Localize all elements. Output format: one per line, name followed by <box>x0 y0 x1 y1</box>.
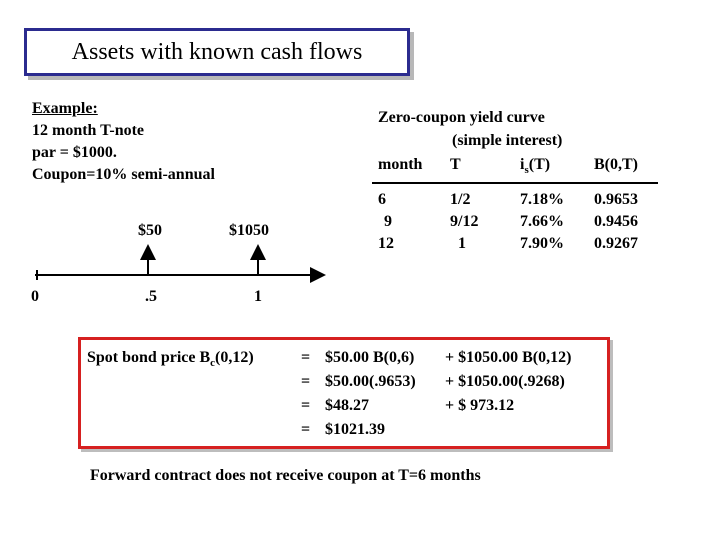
cell-month: 9 <box>384 213 392 230</box>
page-title: Assets with known cash flows <box>71 38 363 65</box>
price-term-b: + $ 973.12 <box>445 397 515 414</box>
example-line: 12 month T-note <box>32 122 145 139</box>
price-term-b: + $1050.00 B(0,12) <box>445 349 572 366</box>
price-total: $1021.39 <box>325 421 385 438</box>
footer-note: Forward contract does not receive coupon… <box>90 467 481 484</box>
cell-t: 1 <box>458 235 466 252</box>
cell-b: 0.9456 <box>594 213 638 230</box>
cell-t: 1/2 <box>450 191 471 208</box>
timeline-tick-label: .5 <box>145 288 157 305</box>
price-term-a: $48.27 <box>325 397 369 414</box>
equals-sign: = <box>301 373 311 390</box>
example-heading: Example: <box>32 100 98 117</box>
price-term-a: $50.00(.9653) <box>325 373 416 390</box>
column-header-t: T <box>450 156 461 173</box>
timeline-tick-label: 0 <box>31 288 39 305</box>
spot-price-label: Spot bond price Bc(0,12) <box>87 349 254 370</box>
cash-flow-label: $1050 <box>229 222 269 239</box>
example-block: Example: 12 month T-note par = $1000. Co… <box>32 98 215 186</box>
title-box: Assets with known cash flows <box>24 28 410 76</box>
yield-curve-title: Zero-coupon yield curve <box>378 109 545 126</box>
cell-b: 0.9267 <box>594 235 638 252</box>
cash-flow-label: $50 <box>138 222 162 239</box>
cell-rate: 7.66% <box>520 213 564 230</box>
cell-month: 6 <box>378 191 386 208</box>
column-header-b: B(0,T) <box>594 156 638 173</box>
column-header-month: month <box>378 156 423 173</box>
cell-rate: 7.18% <box>520 191 564 208</box>
equals-sign: = <box>301 397 311 414</box>
cell-t: 9/12 <box>450 213 479 230</box>
example-line: par = $1000. <box>32 144 117 161</box>
cell-month: 12 <box>378 235 394 252</box>
equals-sign: = <box>301 421 311 438</box>
price-term-a: $50.00 B(0,6) <box>325 349 415 366</box>
example-line: Coupon=10% semi-annual <box>32 166 215 183</box>
cell-rate: 7.90% <box>520 235 564 252</box>
timeline-tick-label: 1 <box>254 288 262 305</box>
yield-curve-table: Zero-coupon yield curve (simple interest… <box>372 103 658 265</box>
price-term-b: + $1050.00(.9268) <box>445 373 565 390</box>
header-divider <box>372 182 658 184</box>
cell-b: 0.9653 <box>594 191 638 208</box>
yield-curve-subtitle: (simple interest) <box>452 132 563 149</box>
spot-price-box: Spot bond price Bc(0,12) = $50.00 B(0,6)… <box>78 337 610 449</box>
column-header-is: is(T) <box>520 156 551 177</box>
equals-sign: = <box>301 349 311 366</box>
